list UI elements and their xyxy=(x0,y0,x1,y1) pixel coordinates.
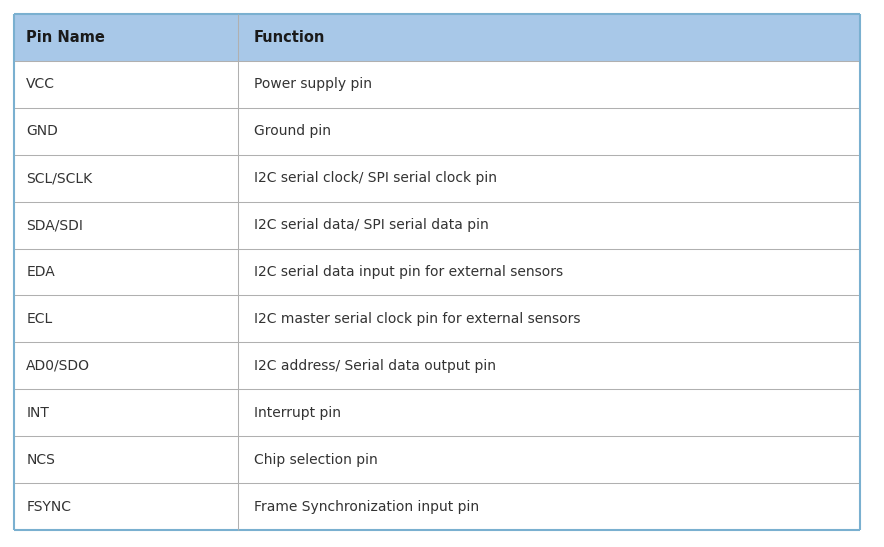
Text: I2C serial data input pin for external sensors: I2C serial data input pin for external s… xyxy=(254,265,563,279)
Text: Interrupt pin: Interrupt pin xyxy=(254,406,340,420)
Text: I2C address/ Serial data output pin: I2C address/ Serial data output pin xyxy=(254,359,496,373)
Text: Frame Synchronization input pin: Frame Synchronization input pin xyxy=(254,499,479,514)
Text: I2C serial data/ SPI serial data pin: I2C serial data/ SPI serial data pin xyxy=(254,218,489,232)
Text: VCC: VCC xyxy=(27,77,56,91)
Bar xyxy=(14,155,860,202)
Text: FSYNC: FSYNC xyxy=(27,499,72,514)
Bar xyxy=(14,61,860,108)
Text: NCS: NCS xyxy=(27,452,55,467)
Text: EDA: EDA xyxy=(27,265,55,279)
Text: AD0/SDO: AD0/SDO xyxy=(27,359,90,373)
Text: I2C serial clock/ SPI serial clock pin: I2C serial clock/ SPI serial clock pin xyxy=(254,171,497,185)
Text: Chip selection pin: Chip selection pin xyxy=(254,452,377,467)
Bar xyxy=(14,202,860,248)
Bar xyxy=(14,14,860,61)
Text: SDA/SDI: SDA/SDI xyxy=(27,218,83,232)
Text: ECL: ECL xyxy=(27,312,52,326)
Text: SCL/SCLK: SCL/SCLK xyxy=(27,171,93,185)
Bar xyxy=(14,342,860,389)
Text: Power supply pin: Power supply pin xyxy=(254,77,372,91)
Bar xyxy=(14,483,860,530)
Text: GND: GND xyxy=(27,124,58,138)
Bar xyxy=(14,389,860,436)
Text: INT: INT xyxy=(27,406,50,420)
Text: Ground pin: Ground pin xyxy=(254,124,331,138)
Text: Pin Name: Pin Name xyxy=(27,30,105,45)
Bar xyxy=(14,108,860,155)
Text: I2C master serial clock pin for external sensors: I2C master serial clock pin for external… xyxy=(254,312,580,326)
Bar xyxy=(14,436,860,483)
Bar xyxy=(14,248,860,295)
Text: Function: Function xyxy=(254,30,325,45)
Bar xyxy=(14,295,860,342)
